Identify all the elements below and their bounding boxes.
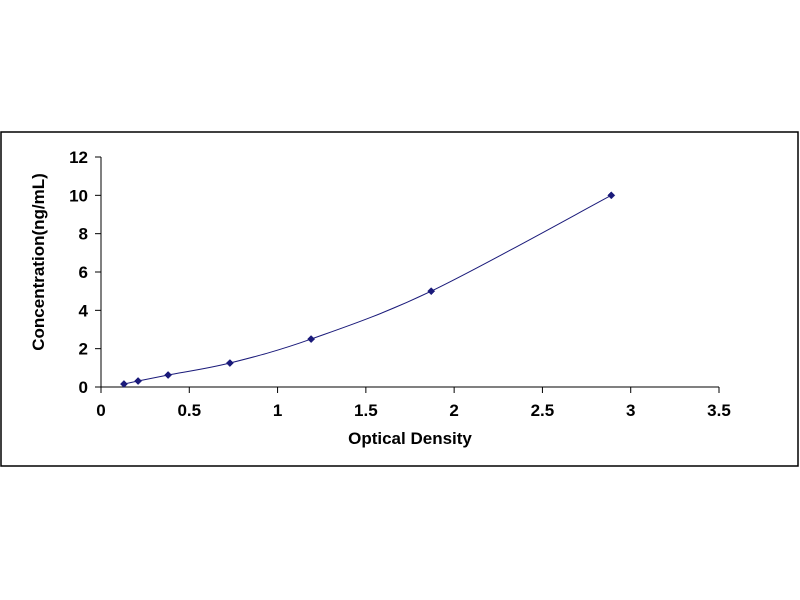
data-point [164,371,173,379]
y-tick-label: 10 [69,186,88,205]
y-tick-label: 4 [79,301,89,320]
x-axis-title: Optical Density [348,429,472,448]
data-point [607,191,616,200]
data-point [307,335,316,344]
y-tick-label: 6 [79,263,88,282]
y-axis-title: Concentration(ng/mL) [29,173,48,351]
x-tick-label: 2.5 [531,401,555,420]
y-tick-label: 2 [79,340,88,359]
data-point [134,377,143,385]
x-tick-label: 0.5 [177,401,201,420]
x-tick-label: 3.5 [707,401,731,420]
y-tick-label: 12 [69,148,88,167]
chart-border [0,131,799,467]
x-tick-label: 0 [96,401,105,420]
y-tick-label: 8 [79,225,88,244]
y-ticks: 0 2 4 6 8 10 12 [69,148,101,397]
x-tick-label: 2 [449,401,458,420]
x-tick-label: 1.5 [354,401,378,420]
data-point [225,359,234,367]
points-layer [119,191,616,388]
data-point [427,287,436,296]
x-tick-label: 3 [626,401,635,420]
x-tick-label: 1 [273,401,282,420]
data-point [119,380,128,388]
y-tick-label: 0 [79,378,88,397]
x-ticks: 0 0.5 1 1.5 2 2.5 3 3.5 [96,387,731,420]
